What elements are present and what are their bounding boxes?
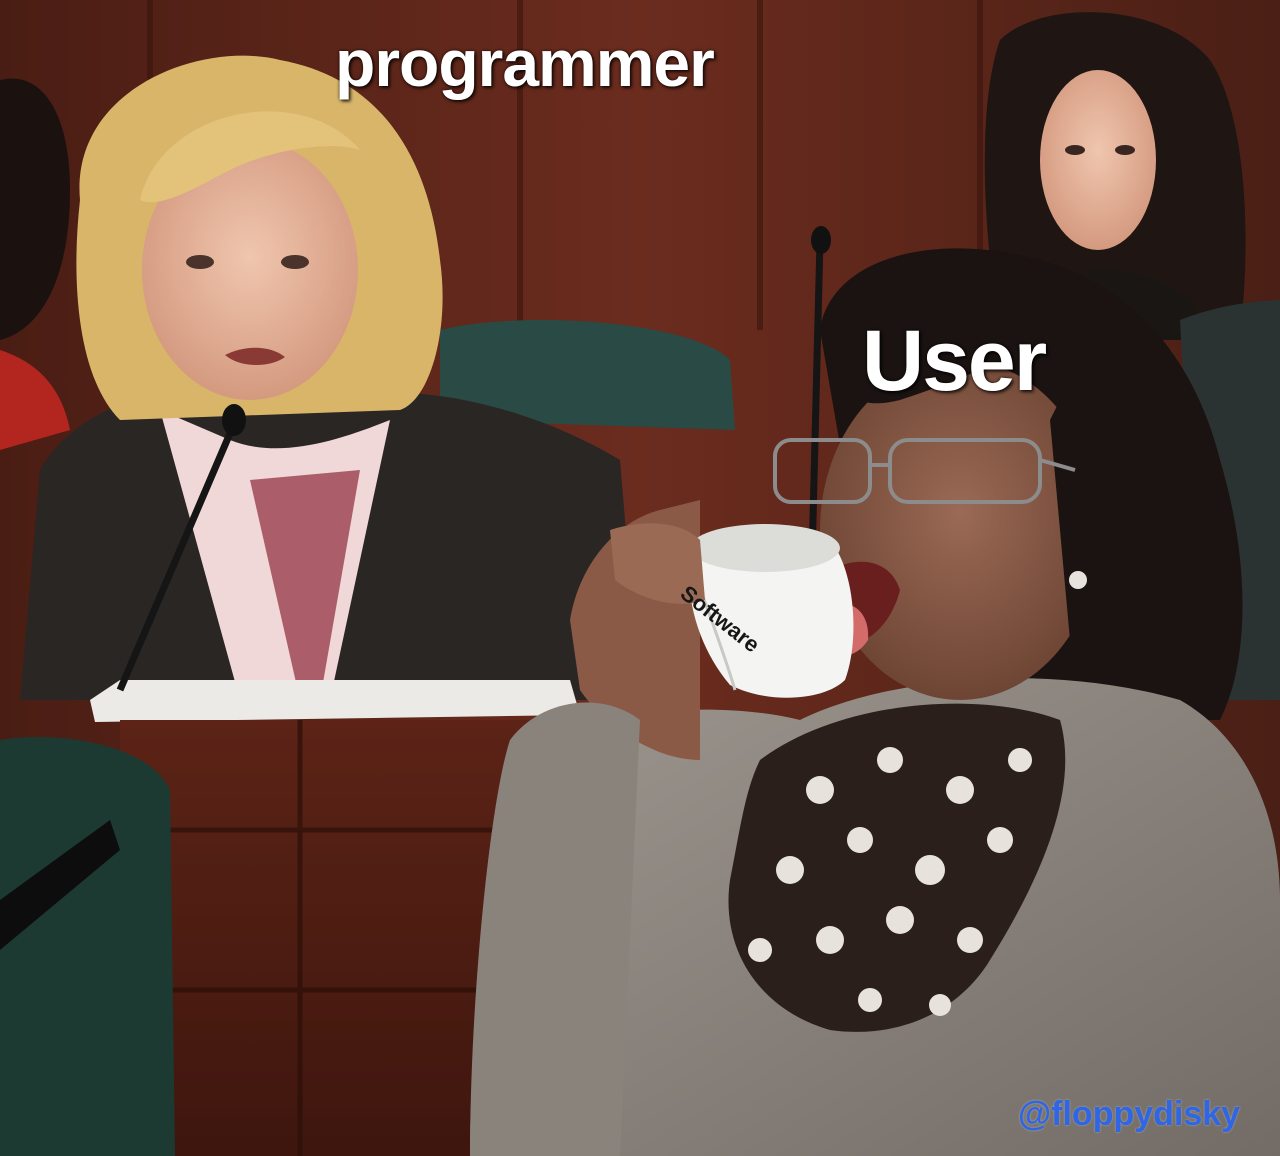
programmer-woman (20, 55, 640, 700)
foreground-chair (0, 737, 175, 1156)
caption-user: User (862, 313, 1047, 409)
user-woman (470, 248, 1280, 1156)
left-edge-person (0, 78, 70, 341)
background-chair (440, 320, 735, 430)
watermark-handle: @floppydisky (1018, 1095, 1241, 1133)
microphone (116, 408, 244, 692)
papers (90, 680, 580, 722)
caption-programmer: programmer (335, 26, 715, 100)
